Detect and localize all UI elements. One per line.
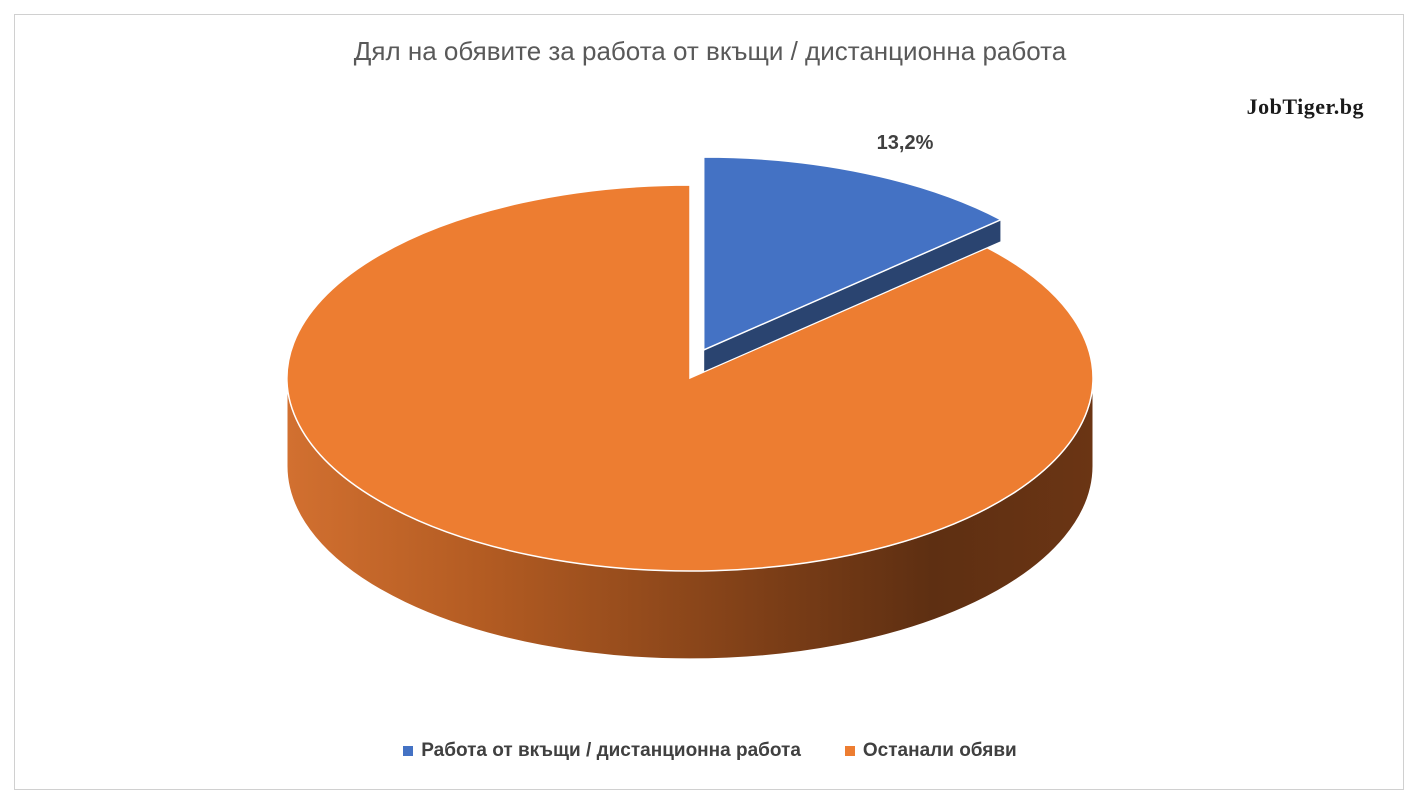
legend-label-remote: Работа от вкъщи / дистанционна работа	[421, 740, 801, 761]
pie-slice-other	[286, 184, 1094, 660]
legend-label-other: Останали обяви	[862, 740, 1017, 761]
pie-slice-remote	[702, 156, 1003, 373]
pie-top-remote	[702, 156, 1003, 352]
pie-top-other	[286, 184, 1094, 572]
chart-legend: Работа от вкъщи / дистанционна работа Ос…	[0, 740, 1420, 762]
data-label-remote: 13,2%	[877, 132, 934, 154]
legend-item-other: Останали обяви	[844, 740, 1017, 762]
watermark-logo: JobTiger.bg	[1246, 94, 1364, 119]
chart-title: Дял на обявите за работа от вкъщи / дист…	[353, 36, 1067, 66]
legend-item-remote: Работа от вкъщи / дистанционна работа	[403, 740, 801, 762]
legend-swatch-remote	[403, 746, 414, 756]
legend-swatch-other	[844, 746, 855, 756]
